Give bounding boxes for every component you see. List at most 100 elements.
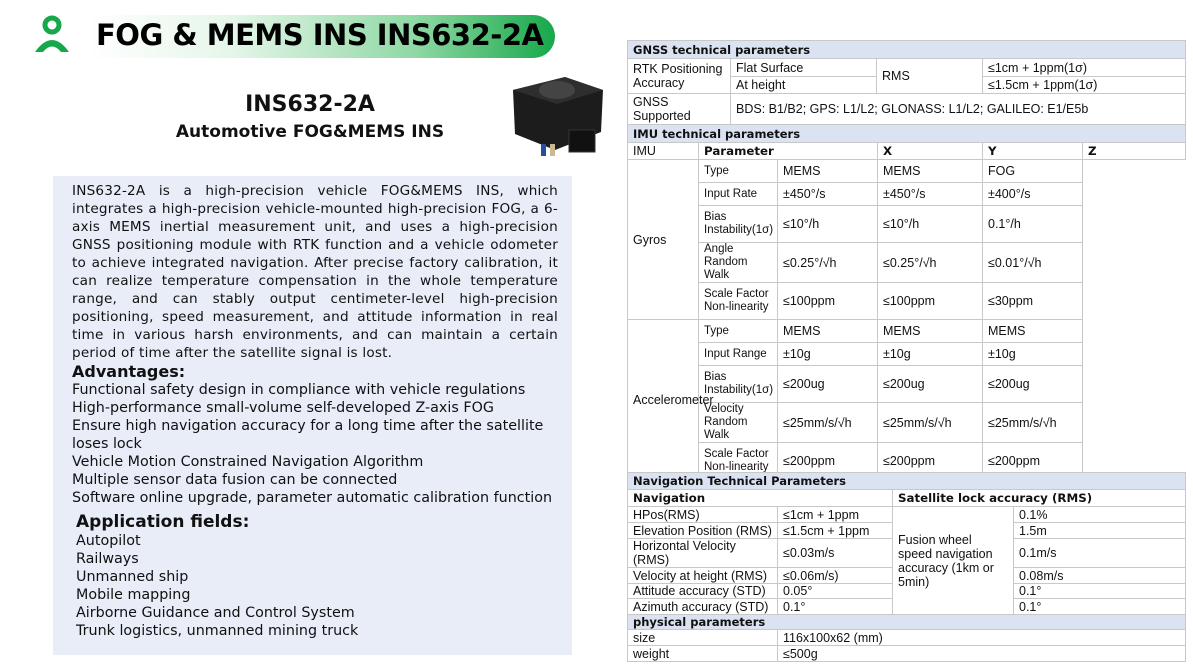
rms-label: RMS (876, 58, 983, 94)
sat-lock-value: 0.1° (1012, 598, 1187, 615)
navigation-label: Navigation (627, 489, 893, 507)
nav-row: Elevation Position (RMS) ≤1.5cm + 1ppm 1.5… (627, 522, 1187, 539)
axis-value: ≤0.25°/√h (777, 242, 878, 283)
navigation-table: Navigation Technical Parameters Navigati… (626, 472, 1187, 615)
sat-lock-value: 0.1m/s (1012, 538, 1187, 568)
parameter-name: Scale Factor Non-linearity (698, 282, 778, 320)
description-panel: INS632-2A is a high-precision vehicle FO… (53, 176, 572, 655)
physical-param: size (627, 629, 778, 646)
location-person-icon (35, 15, 69, 52)
advantage-item: High-performance small-volume self-devel… (72, 400, 494, 416)
parameter-name: Bias Instability(1σ) (698, 365, 778, 403)
imu-row: Velocity Random Walk ≤25mm/s/√h ≤25mm/s/√h… (628, 402, 1186, 443)
sat-lock-value: 1.5m (1012, 522, 1187, 539)
axis-value: MEMS (777, 319, 878, 343)
gnss-header: GNSS technical parameters (626, 40, 1187, 59)
z-header: Z (1081, 142, 1187, 160)
nav-value: 0.05° (777, 583, 893, 599)
axis-value: MEMS (877, 159, 983, 183)
sat-lock-value: 0.08m/s (1012, 567, 1187, 584)
axis-value: MEMS (777, 159, 878, 183)
application-item: Railways (76, 551, 139, 567)
supported-label: GNSS Supported (627, 93, 731, 125)
parameter-name: Velocity Random Walk (698, 402, 778, 443)
physical-value: 116x100x62 (mm) (777, 629, 1186, 646)
application-item: Autopilot (76, 533, 141, 549)
advantage-item: Functional safety design in compliance w… (72, 382, 526, 398)
product-title: INS632-2A (245, 92, 375, 117)
x-header: X (877, 142, 983, 160)
parameter-name: Input Range (698, 342, 778, 366)
application-item: Unmanned ship (76, 569, 189, 585)
axis-value: ≤200ug (877, 365, 983, 403)
applications-heading: Application fields: (76, 512, 250, 532)
fusion-label: Fusion wheel speed navigation accuracy (… (892, 506, 1014, 615)
nav-value: ≤1cm + 1ppm (777, 506, 893, 523)
axis-value: ±10g (877, 342, 983, 366)
nav-value: ≤0.06m/s) (777, 567, 893, 584)
physical-table: physical parameters size 116x100x62 (mm) w… (627, 614, 1186, 662)
axis-value: ≤25mm/s/√h (877, 402, 983, 443)
application-item: Trunk logistics, unmanned mining truck (76, 623, 359, 639)
imu-row: Angle Random Walk ≤0.25°/√h ≤0.25°/√h ≤0.01… (628, 242, 1186, 283)
axis-value: ≤0.25°/√h (877, 242, 983, 283)
imu-header: IMU technical parameters (626, 124, 1187, 143)
axis-value: MEMS (877, 319, 983, 343)
axis-value: ≤30ppm (982, 282, 1083, 320)
imu-table: IMU technical parameters IMU Parameter X Y Z… (626, 124, 1187, 480)
imu-row: Bias Instability(1σ) ≤200ug ≤200ug ≤200ug (628, 365, 1186, 403)
imu-row: Scale Factor Non-linearity ≤100ppm ≤100ppm… (628, 282, 1186, 320)
axis-value: ±10g (982, 342, 1083, 366)
y-header: Y (982, 142, 1083, 160)
banner-title: FOG & MEMS INS INS632-2A (96, 18, 544, 52)
title-banner: FOG & MEMS INS INS632-2A (88, 15, 555, 58)
nav-row: HPos(RMS) ≤1cm + 1ppm Fusion wheel speed n… (627, 506, 1187, 615)
axis-value: FOG (982, 159, 1083, 183)
rtk-label: RTK Positioning Accuracy (627, 58, 731, 94)
sat-lock-value: 0.1° (1012, 583, 1187, 599)
sat-lock-value: 0.1% (1012, 506, 1187, 523)
nav-param: HPos(RMS) (627, 506, 778, 523)
axis-value: ≤25mm/s/√h (982, 402, 1083, 443)
axis-value: ≤0.01°/√h (982, 242, 1083, 283)
physical-param: weight (627, 645, 778, 662)
imu-row: Gyros Type MEMS MEMS FOG (627, 159, 1186, 320)
axis-value: 0.1°/h (982, 205, 1083, 243)
axis-value: ±450°/s (777, 182, 878, 206)
physical-value: ≤500g (777, 645, 1186, 662)
nav-value: 0.1° (777, 598, 893, 615)
flat-value: ≤1cm + 1ppm(1σ) (981, 58, 1187, 77)
nav-param: Elevation Position (RMS) (627, 522, 778, 539)
satellite-lock-label: Satellite lock accuracy (RMS) (891, 489, 1187, 507)
parameter-name: Type (698, 319, 778, 343)
nav-param: Attitude accuracy (STD) (627, 583, 778, 599)
parameter-name: Bias Instability(1σ) (698, 205, 778, 243)
nav-value: ≤1.5cm + 1ppm (777, 522, 893, 539)
sensor-group: Accelerometer (627, 319, 714, 480)
nav-param: Velocity at height (RMS) (627, 567, 778, 584)
advantage-item: Software online upgrade, parameter autom… (72, 490, 553, 506)
axis-value: ≤10°/h (777, 205, 878, 243)
axis-value: ±450°/s (877, 182, 983, 206)
parameter-header: Parameter (698, 142, 878, 160)
axis-value: ±10g (777, 342, 878, 366)
axis-value: ±400°/s (982, 182, 1083, 206)
axis-value: ≤200ug (777, 365, 878, 403)
nav-param: Horizontal Velocity (RMS) (627, 538, 778, 568)
axis-value: MEMS (982, 319, 1083, 343)
axis-value: ≤100ppm (777, 282, 878, 320)
imu-row: Input Range ±10g ±10g ±10g (628, 342, 1186, 366)
advantage-item: Vehicle Motion Constrained Navigation Al… (72, 454, 424, 470)
imu-row: Bias Instability(1σ) ≤10°/h ≤10°/h 0.1°/h (628, 205, 1186, 243)
nav-row: Azimuth accuracy (STD) 0.1° 0.1° (627, 598, 1187, 615)
flat-label: Flat Surface (730, 58, 877, 77)
advantage-item: Multiple sensor data fusion can be conne… (72, 472, 398, 488)
nav-header: Navigation Technical Parameters (626, 472, 1187, 490)
parameter-name: Input Rate (698, 182, 778, 206)
parameter-name: Type (698, 159, 778, 183)
axis-value: ≤10°/h (877, 205, 983, 243)
physical-header: physical parameters (627, 614, 1186, 630)
height-value: ≤1.5cm + 1ppm(1σ) (981, 76, 1187, 94)
nav-row: Horizontal Velocity (RMS) ≤0.03m/s 0.1m/s (627, 538, 1187, 568)
nav-value: ≤0.03m/s (777, 538, 893, 568)
